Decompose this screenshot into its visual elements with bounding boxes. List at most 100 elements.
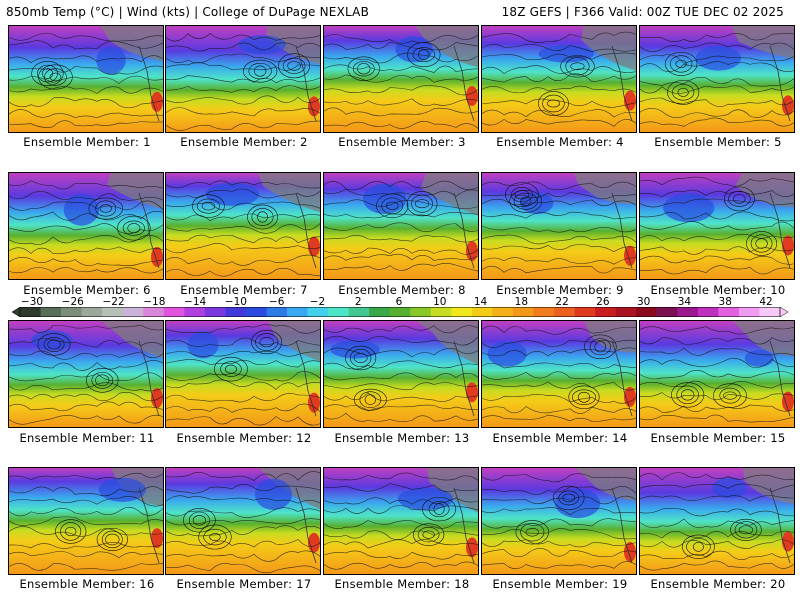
closed-contour <box>31 61 64 87</box>
colorbar-tick-label: −14 <box>184 296 207 308</box>
colorbar-outline <box>19 307 781 317</box>
closed-contour <box>255 333 279 351</box>
ensemble-member-label: Ensemble Member: 10 <box>650 283 786 297</box>
colorbar-tick-label: −6 <box>268 296 285 308</box>
closed-contour <box>117 215 151 241</box>
pressure-contour <box>640 392 794 401</box>
pressure-contour <box>166 371 320 382</box>
pressure-contour <box>482 31 636 43</box>
closed-contour <box>505 182 539 207</box>
pressure-contour <box>9 223 163 234</box>
pressure-contour <box>640 414 794 423</box>
pressure-contour <box>640 77 794 87</box>
pressure-contour <box>482 347 636 357</box>
closed-contour <box>584 334 617 360</box>
colorbar-swatch <box>471 307 493 317</box>
colorbar-swatch <box>533 307 555 317</box>
closed-contour <box>188 511 210 529</box>
cold-pocket <box>695 45 742 71</box>
closed-contour <box>201 201 216 211</box>
cold-landmass-shading <box>101 321 163 359</box>
warm-anomaly <box>308 96 320 117</box>
colorbar-swatch <box>348 307 370 317</box>
coastline <box>769 45 791 122</box>
closed-contour <box>352 61 375 77</box>
pressure-contour <box>640 233 794 242</box>
pressure-contour <box>640 337 794 345</box>
pressure-contour <box>640 255 794 265</box>
pressure-contour <box>482 473 636 483</box>
pressure-contour <box>166 563 320 574</box>
ensemble-member-label: Ensemble Member: 6 <box>23 283 151 297</box>
pressure-contour <box>482 548 636 558</box>
pressure-contour <box>482 257 636 265</box>
colorbar-tick-label: 6 <box>395 296 403 308</box>
ensemble-member-map <box>8 25 164 133</box>
pressure-contour <box>9 360 163 371</box>
cold-landmass-shading <box>742 468 794 505</box>
pressure-contour <box>9 526 163 537</box>
cold-pocket <box>663 193 715 223</box>
colorbar-swatch <box>615 307 637 317</box>
pressure-contour <box>640 246 794 255</box>
closed-contour <box>95 374 110 387</box>
ensemble-member-label: Ensemble Member: 4 <box>496 135 624 149</box>
pressure-contour <box>166 525 320 537</box>
closed-contour <box>664 51 698 76</box>
pressure-contour <box>482 495 636 505</box>
closed-contour <box>257 211 268 223</box>
pressure-contour <box>166 324 320 334</box>
closed-contour <box>422 496 457 522</box>
pressure-contour <box>166 243 320 254</box>
pressure-contour <box>640 539 794 549</box>
colorbar-swatch <box>225 307 247 317</box>
ensemble-member-label: Ensemble Member: 8 <box>338 283 466 297</box>
ensemble-member-label: Ensemble Member: 16 <box>19 577 155 591</box>
closed-contour <box>99 204 112 213</box>
closed-contour <box>538 91 569 116</box>
pressure-contour <box>166 550 320 562</box>
ensemble-member-map <box>639 467 795 575</box>
closed-contour <box>546 99 561 108</box>
ensemble-member-map <box>639 172 795 280</box>
pressure-contour <box>640 326 794 335</box>
closed-contour <box>520 523 545 542</box>
coastline <box>295 340 317 417</box>
closed-contour <box>353 388 387 411</box>
coastline <box>295 45 317 122</box>
closed-contour <box>353 353 368 363</box>
colorbar-swatch <box>430 307 452 317</box>
pressure-contour <box>482 265 636 274</box>
pressure-contour <box>640 495 794 502</box>
ensemble-member-label: Ensemble Member: 3 <box>338 135 466 149</box>
pressure-contour <box>640 42 794 52</box>
ensemble-member-map <box>323 172 479 280</box>
pressure-contour <box>9 210 163 221</box>
pressure-contour <box>324 335 478 346</box>
ensemble-member-map <box>8 172 164 280</box>
colorbar-tick-label: −18 <box>143 296 166 308</box>
pressure-contour <box>640 85 794 94</box>
colorbar-swatch <box>410 307 432 317</box>
cold-pocket <box>538 45 594 63</box>
closed-contour <box>412 47 436 63</box>
pressure-contour <box>482 507 636 516</box>
pressure-contour <box>9 120 163 128</box>
coastline <box>453 192 475 269</box>
pressure-contour <box>482 98 636 108</box>
closed-contour <box>381 197 404 215</box>
closed-contour <box>196 198 221 214</box>
closed-contour <box>414 199 430 209</box>
ensemble-member-label: Ensemble Member: 13 <box>334 431 470 445</box>
closed-contour <box>571 389 597 406</box>
temperature-colorbar <box>12 307 788 317</box>
pressure-contour <box>166 393 320 403</box>
colorbar-swatch <box>40 307 62 317</box>
cold-landmass-shading <box>732 321 794 356</box>
pressure-contour <box>166 120 320 131</box>
ensemble-member-label: Ensemble Member: 2 <box>180 135 308 149</box>
pressure-contour <box>9 507 163 517</box>
coastline <box>611 340 633 417</box>
map-plot <box>324 26 478 132</box>
pressure-contour <box>640 483 794 493</box>
